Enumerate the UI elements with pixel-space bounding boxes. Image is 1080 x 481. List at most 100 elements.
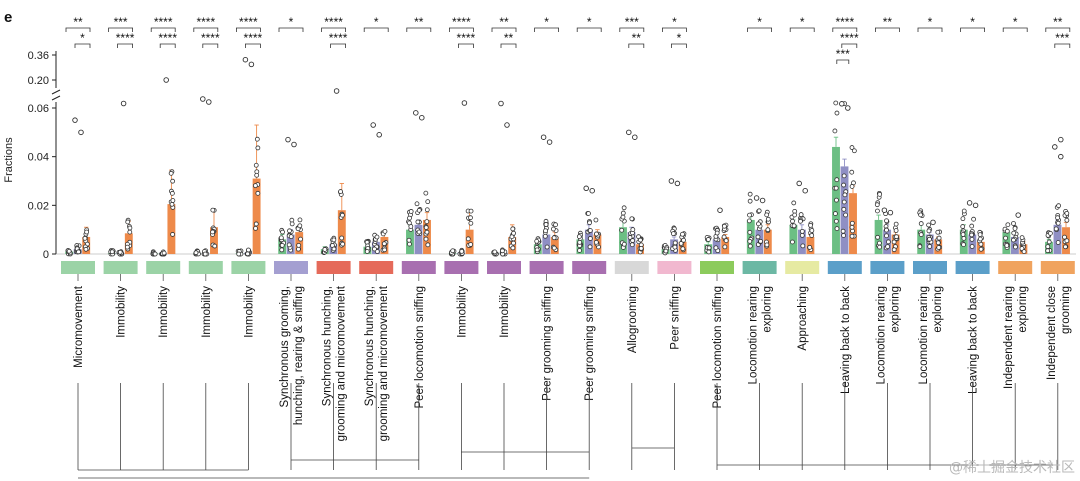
- data-point: [407, 241, 412, 247]
- category-group: [533, 134, 559, 255]
- data-point: [961, 235, 967, 241]
- data-point: [1012, 226, 1018, 231]
- data-point: [450, 248, 456, 254]
- data-point: [747, 212, 752, 218]
- data-point: [619, 227, 625, 233]
- data-point: [621, 205, 627, 211]
- outlier-point: [589, 187, 595, 194]
- significance-label: *: [587, 15, 592, 29]
- data-point: [722, 223, 727, 229]
- category-group: [704, 207, 730, 255]
- data-point: [747, 191, 753, 197]
- category-label: Peer grooming sniffing: [584, 286, 596, 401]
- category-label: grooming: [1060, 286, 1072, 334]
- category-strip: [146, 261, 181, 274]
- significance-bracket: [449, 27, 474, 32]
- data-point: [840, 228, 846, 234]
- category-strip: [913, 261, 947, 274]
- data-point: [127, 229, 133, 235]
- significance-bracket: [671, 43, 687, 48]
- data-point: [593, 217, 599, 223]
- significance-bracket: [117, 43, 133, 48]
- axis-break-mark: [51, 95, 61, 101]
- data-point: [210, 207, 216, 213]
- data-point: [296, 242, 302, 248]
- category-strip: [955, 261, 990, 274]
- data-point: [841, 182, 847, 188]
- data-point: [117, 249, 123, 255]
- y-axis: 0 0.02 0.04 0.06 0.20 0.36: [28, 50, 1076, 261]
- data-point: [1004, 228, 1010, 234]
- data-point: [468, 242, 474, 247]
- category-label: Peer grooming sniffing: [542, 286, 554, 401]
- data-point: [170, 232, 175, 237]
- category-group: [959, 200, 985, 254]
- significance-bracket: [917, 27, 943, 32]
- data-point: [678, 241, 684, 246]
- significance-bracket: [193, 27, 219, 32]
- data-point: [169, 190, 175, 196]
- data-point: [808, 222, 813, 228]
- data-point: [236, 251, 242, 257]
- data-point: [765, 227, 771, 233]
- significance-label: ***: [625, 15, 639, 29]
- data-point: [620, 210, 626, 216]
- data-point: [169, 201, 175, 207]
- data-point: [252, 183, 258, 189]
- data-point: [706, 249, 712, 255]
- data-point: [381, 241, 387, 247]
- significance-label: *: [1013, 15, 1018, 29]
- data-point: [969, 232, 975, 238]
- data-point: [246, 247, 251, 253]
- data-point: [841, 199, 847, 205]
- data-point: [382, 228, 388, 234]
- significance-bracket: [841, 43, 858, 48]
- data-point: [1011, 230, 1017, 236]
- category-group: [832, 100, 857, 254]
- data-point: [638, 237, 643, 243]
- data-point: [935, 240, 941, 246]
- significance-label: ****: [158, 31, 177, 45]
- data-point: [800, 243, 806, 249]
- category-label: Micromovement: [73, 285, 85, 368]
- significance-bracket: [74, 43, 91, 48]
- outlier-point: [461, 100, 468, 106]
- category-strip: [785, 261, 820, 274]
- data-point: [792, 212, 798, 218]
- data-point: [969, 244, 975, 249]
- data-point: [587, 236, 593, 241]
- data-point: [834, 226, 840, 232]
- outlier-point: [370, 122, 376, 128]
- data-point: [663, 248, 669, 254]
- significance-bracket: [458, 43, 474, 48]
- outlier-point: [419, 114, 425, 121]
- bar: [789, 224, 798, 254]
- outlier-point: [242, 56, 249, 63]
- data-point: [755, 234, 761, 240]
- data-point: [977, 232, 983, 238]
- data-point: [551, 245, 557, 251]
- data-point: [500, 248, 505, 254]
- category-group: [235, 56, 261, 257]
- category-group: [491, 100, 517, 257]
- data-point: [809, 228, 815, 233]
- data-point: [832, 128, 838, 134]
- category-group: [789, 180, 815, 254]
- data-point: [340, 241, 346, 247]
- category-strip: [998, 261, 1033, 274]
- data-point: [322, 247, 328, 252]
- significance-label: **: [73, 15, 83, 29]
- data-point: [424, 229, 430, 235]
- data-point: [670, 231, 676, 237]
- data-point: [577, 239, 583, 245]
- data-point: [465, 236, 471, 242]
- significance-label: *: [677, 31, 682, 45]
- data-point: [587, 228, 593, 233]
- category-group: [320, 88, 346, 255]
- data-point: [809, 233, 815, 238]
- significance-label: ****: [154, 15, 173, 29]
- data-point: [969, 223, 975, 229]
- outlier-point: [120, 100, 127, 107]
- significance-label: *: [672, 15, 677, 29]
- data-point: [758, 238, 764, 244]
